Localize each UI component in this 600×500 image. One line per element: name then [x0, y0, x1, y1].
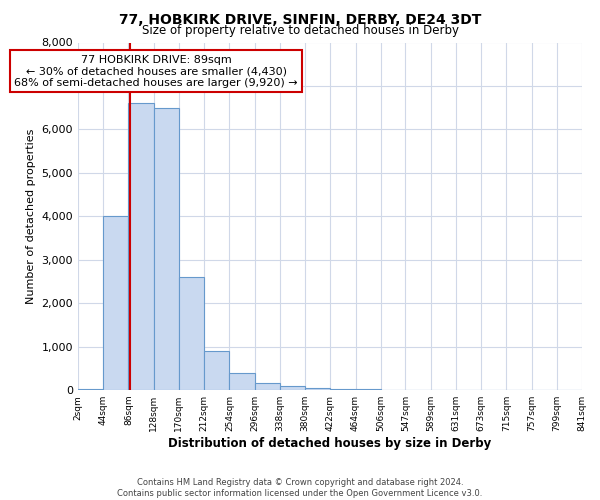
Bar [204, 351, 229, 390]
Y-axis label: Number of detached properties: Number of detached properties [26, 128, 36, 304]
Bar [229, 372, 254, 390]
Bar [128, 104, 154, 390]
X-axis label: Distribution of detached houses by size in Derby: Distribution of detached houses by size … [169, 437, 491, 450]
Bar [254, 384, 280, 390]
Bar [331, 388, 356, 390]
Bar [179, 277, 204, 390]
Bar [356, 389, 381, 390]
Bar [103, 216, 128, 390]
Text: Contains HM Land Registry data © Crown copyright and database right 2024.
Contai: Contains HM Land Registry data © Crown c… [118, 478, 482, 498]
Bar [78, 389, 103, 390]
Text: Size of property relative to detached houses in Derby: Size of property relative to detached ho… [142, 24, 458, 37]
Bar [154, 108, 179, 390]
Bar [305, 388, 331, 390]
Text: 77 HOBKIRK DRIVE: 89sqm
← 30% of detached houses are smaller (4,430)
68% of semi: 77 HOBKIRK DRIVE: 89sqm ← 30% of detache… [14, 54, 298, 88]
Text: 77, HOBKIRK DRIVE, SINFIN, DERBY, DE24 3DT: 77, HOBKIRK DRIVE, SINFIN, DERBY, DE24 3… [119, 12, 481, 26]
Bar [280, 386, 305, 390]
